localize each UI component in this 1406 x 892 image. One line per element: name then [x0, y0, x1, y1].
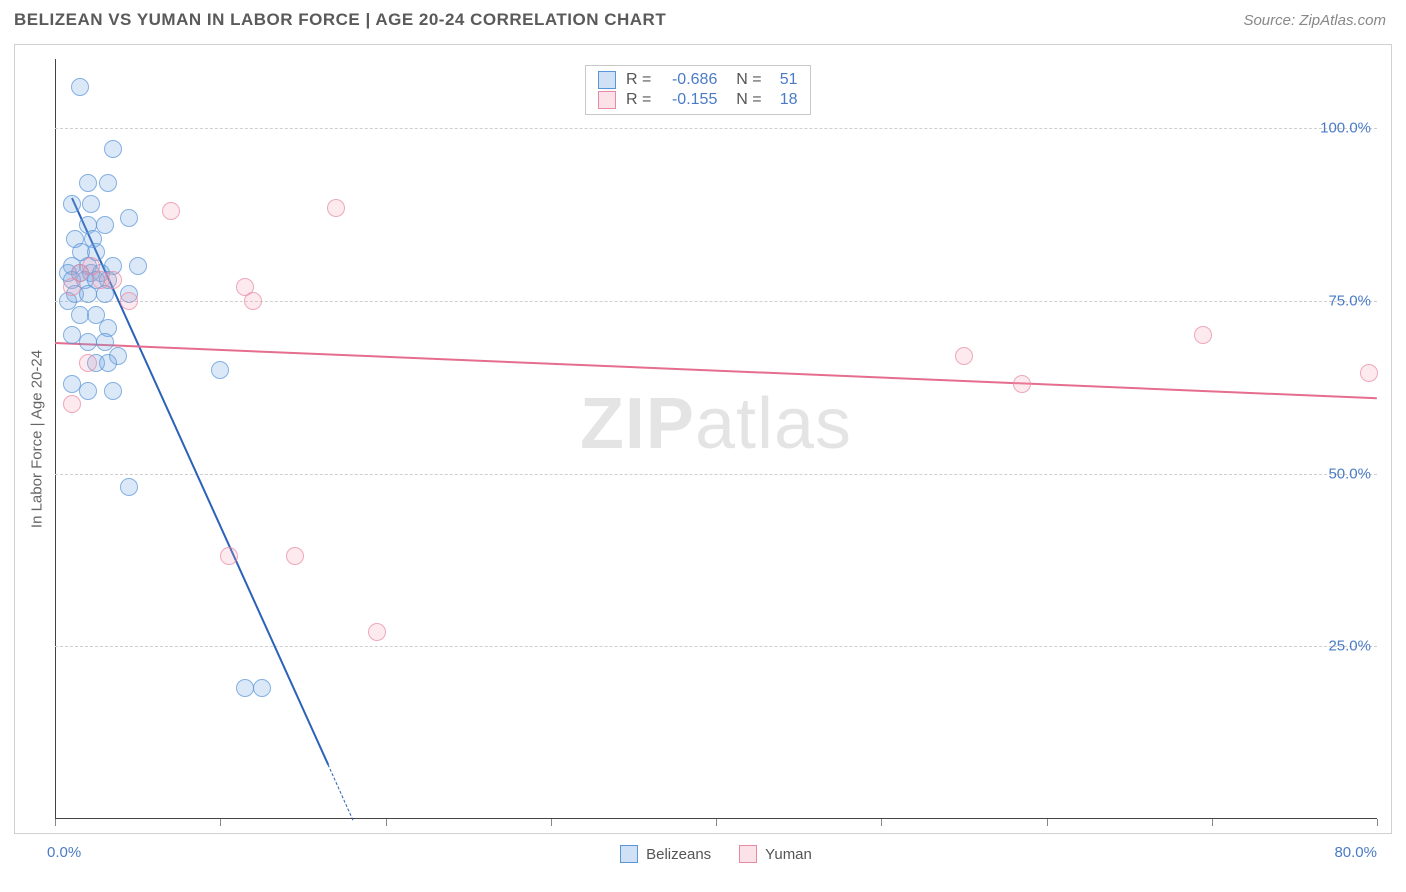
x-tick: [386, 819, 387, 826]
data-point: [79, 174, 97, 192]
x-tick: [55, 819, 56, 826]
x-tick: [716, 819, 717, 826]
x-tick: [220, 819, 221, 826]
watermark-zip: ZIP: [580, 384, 695, 464]
data-point: [79, 285, 97, 303]
data-point: [286, 547, 304, 565]
data-point: [63, 195, 81, 213]
data-point: [63, 375, 81, 393]
y-tick-label: 100.0%: [1311, 120, 1371, 137]
x-max-label: 80.0%: [1334, 844, 1377, 861]
trend-line: [327, 764, 353, 820]
x-tick: [1377, 819, 1378, 826]
data-point: [120, 478, 138, 496]
chart-title: BELIZEAN VS YUMAN IN LABOR FORCE | AGE 2…: [14, 10, 666, 30]
stat-r-1: -0.155: [661, 91, 717, 109]
data-point: [63, 278, 81, 296]
y-axis-title: In Labor Force | Age 20-24: [29, 350, 46, 528]
data-point: [1194, 326, 1212, 344]
plot-area: In Labor Force | Age 20-24 ZIPatlas R = …: [55, 59, 1377, 819]
legend-bottom: Belizeans Yuman: [55, 845, 1377, 863]
data-point: [104, 271, 122, 289]
data-point: [79, 382, 97, 400]
stat-n-0: 51: [772, 71, 798, 89]
grid-line: [55, 128, 1377, 129]
stat-n-1: 18: [772, 91, 798, 109]
y-axis: [55, 59, 56, 819]
stat-r-0: -0.686: [661, 71, 717, 89]
chart-container: In Labor Force | Age 20-24 ZIPatlas R = …: [14, 44, 1392, 834]
stat-r-label: R =: [626, 91, 651, 109]
x-tick: [881, 819, 882, 826]
legend-stats-row-1: R = -0.155 N = 18: [598, 90, 798, 110]
legend-swatch-1: [739, 845, 757, 863]
data-point: [82, 195, 100, 213]
stat-n-label: N =: [727, 71, 761, 89]
stat-n-label: N =: [727, 91, 761, 109]
data-point: [104, 382, 122, 400]
legend-label-0: Belizeans: [646, 846, 711, 863]
legend-label-1: Yuman: [765, 846, 812, 863]
grid-line: [55, 646, 1377, 647]
x-tick: [1212, 819, 1213, 826]
data-point: [162, 202, 180, 220]
data-point: [1013, 375, 1031, 393]
data-point: [71, 78, 89, 96]
data-point: [120, 209, 138, 227]
y-tick-label: 50.0%: [1311, 465, 1371, 482]
data-point: [244, 292, 262, 310]
swatch-series-1: [598, 91, 616, 109]
chart-source: Source: ZipAtlas.com: [1243, 12, 1386, 29]
data-point: [104, 140, 122, 158]
y-tick-label: 25.0%: [1311, 638, 1371, 655]
legend-item-0: Belizeans: [620, 845, 711, 863]
chart-header: BELIZEAN VS YUMAN IN LABOR FORCE | AGE 2…: [0, 0, 1406, 36]
watermark: ZIPatlas: [580, 383, 852, 465]
data-point: [368, 623, 386, 641]
data-point: [63, 395, 81, 413]
data-point: [99, 354, 117, 372]
data-point: [220, 547, 238, 565]
x-tick: [1047, 819, 1048, 826]
y-tick-label: 75.0%: [1311, 292, 1371, 309]
trend-line: [55, 342, 1377, 399]
data-point: [79, 333, 97, 351]
legend-stats-row-0: R = -0.686 N = 51: [598, 70, 798, 90]
grid-line: [55, 474, 1377, 475]
data-point: [63, 326, 81, 344]
data-point: [327, 199, 345, 217]
x-origin-label: 0.0%: [47, 844, 81, 861]
legend-item-1: Yuman: [739, 845, 812, 863]
stat-r-label: R =: [626, 71, 651, 89]
x-tick: [551, 819, 552, 826]
legend-stats-box: R = -0.686 N = 51 R = -0.155 N = 18: [585, 65, 811, 115]
data-point: [79, 354, 97, 372]
watermark-atlas: atlas: [695, 384, 852, 464]
data-point: [211, 361, 229, 379]
swatch-series-0: [598, 71, 616, 89]
data-point: [99, 174, 117, 192]
data-point: [1360, 364, 1378, 382]
data-point: [129, 257, 147, 275]
data-point: [236, 679, 254, 697]
data-point: [253, 679, 271, 697]
data-point: [120, 292, 138, 310]
data-point: [71, 306, 89, 324]
data-point: [955, 347, 973, 365]
legend-swatch-0: [620, 845, 638, 863]
